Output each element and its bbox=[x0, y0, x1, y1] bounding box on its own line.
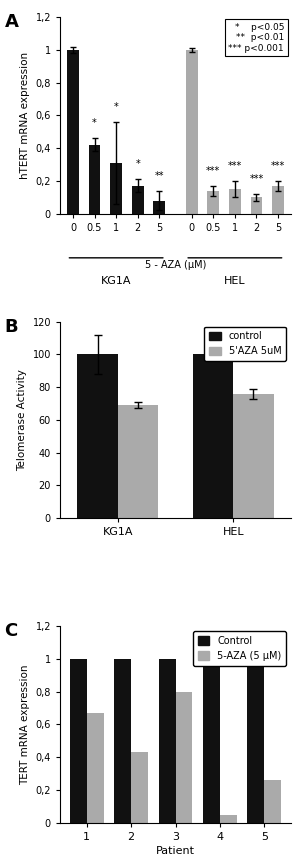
Bar bbox=[248, 659, 264, 823]
Bar bbox=[159, 659, 176, 823]
Text: B: B bbox=[4, 318, 18, 336]
Y-axis label: hTERT mRNA expression: hTERT mRNA expression bbox=[20, 51, 30, 179]
X-axis label: Patient: Patient bbox=[156, 846, 195, 856]
Text: **: ** bbox=[154, 171, 164, 181]
Text: *: * bbox=[114, 102, 118, 112]
X-axis label: 5 - AZA (μM): 5 - AZA (μM) bbox=[145, 261, 206, 271]
Bar bbox=[186, 50, 198, 213]
Bar bbox=[220, 814, 237, 823]
Bar bbox=[153, 201, 165, 213]
Bar bbox=[77, 355, 118, 518]
Bar bbox=[110, 163, 122, 213]
Bar bbox=[132, 186, 144, 213]
Text: ***: *** bbox=[249, 174, 264, 184]
Bar bbox=[193, 355, 233, 518]
Bar bbox=[131, 752, 148, 823]
Bar bbox=[67, 50, 79, 213]
Text: ***: *** bbox=[206, 166, 220, 176]
Bar bbox=[207, 191, 219, 213]
Bar bbox=[88, 145, 101, 213]
Bar bbox=[114, 659, 131, 823]
Bar bbox=[250, 197, 262, 213]
Bar bbox=[272, 186, 284, 213]
Bar bbox=[176, 692, 192, 823]
Y-axis label: TERT mRNA expression: TERT mRNA expression bbox=[20, 664, 30, 785]
Text: *    p<0.05
**  p<0.01
*** p<0.001: * p<0.05 ** p<0.01 *** p<0.001 bbox=[228, 23, 284, 53]
Text: ***: *** bbox=[228, 161, 242, 171]
Text: HEL: HEL bbox=[224, 276, 246, 286]
Legend: control, 5'AZA 5uM: control, 5'AZA 5uM bbox=[204, 327, 286, 361]
Bar bbox=[203, 659, 220, 823]
Legend: Control, 5-AZA (5 μM): Control, 5-AZA (5 μM) bbox=[193, 631, 286, 666]
Text: C: C bbox=[4, 622, 18, 640]
Bar bbox=[264, 780, 281, 823]
Bar bbox=[233, 393, 274, 518]
Bar bbox=[118, 405, 158, 518]
Text: *: * bbox=[92, 118, 97, 129]
Text: ***: *** bbox=[271, 161, 285, 171]
Bar bbox=[87, 713, 103, 823]
Bar bbox=[70, 659, 87, 823]
Y-axis label: Telomerase Activity: Telomerase Activity bbox=[17, 369, 27, 470]
Bar bbox=[229, 189, 241, 213]
Text: KG1A: KG1A bbox=[101, 276, 131, 286]
Text: A: A bbox=[4, 13, 18, 31]
Text: *: * bbox=[135, 159, 140, 170]
